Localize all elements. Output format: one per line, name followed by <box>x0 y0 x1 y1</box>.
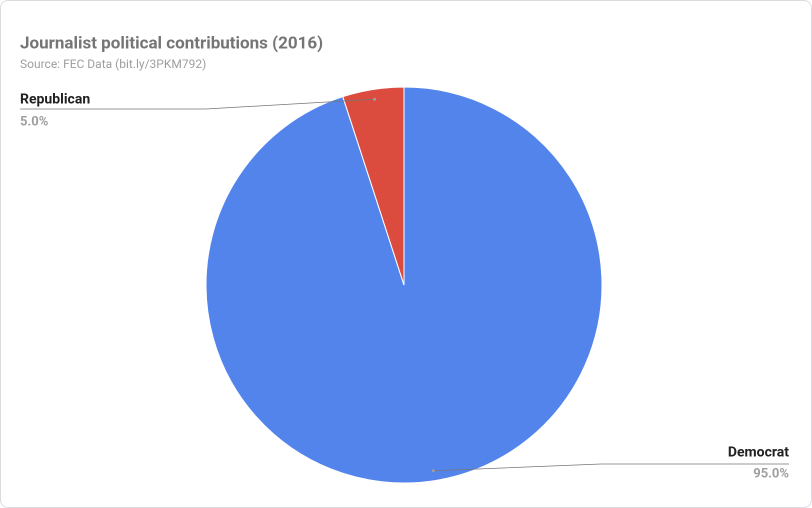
leader-dot <box>431 469 435 473</box>
slice-value-label: 95.0% <box>753 466 789 481</box>
chart-title: Journalist political contributions (2016… <box>20 33 323 53</box>
chart-subtitle: Source: FEC Data (bit.ly/3PKM792) <box>20 57 206 71</box>
slice-label: Republican <box>20 92 90 108</box>
leader-line <box>433 463 789 472</box>
pie-slice <box>342 86 405 286</box>
leader-line <box>20 98 375 110</box>
slice-value-label: 5.0% <box>20 114 49 129</box>
slice-label: Democrat <box>728 445 789 461</box>
leader-dot <box>373 97 377 101</box>
